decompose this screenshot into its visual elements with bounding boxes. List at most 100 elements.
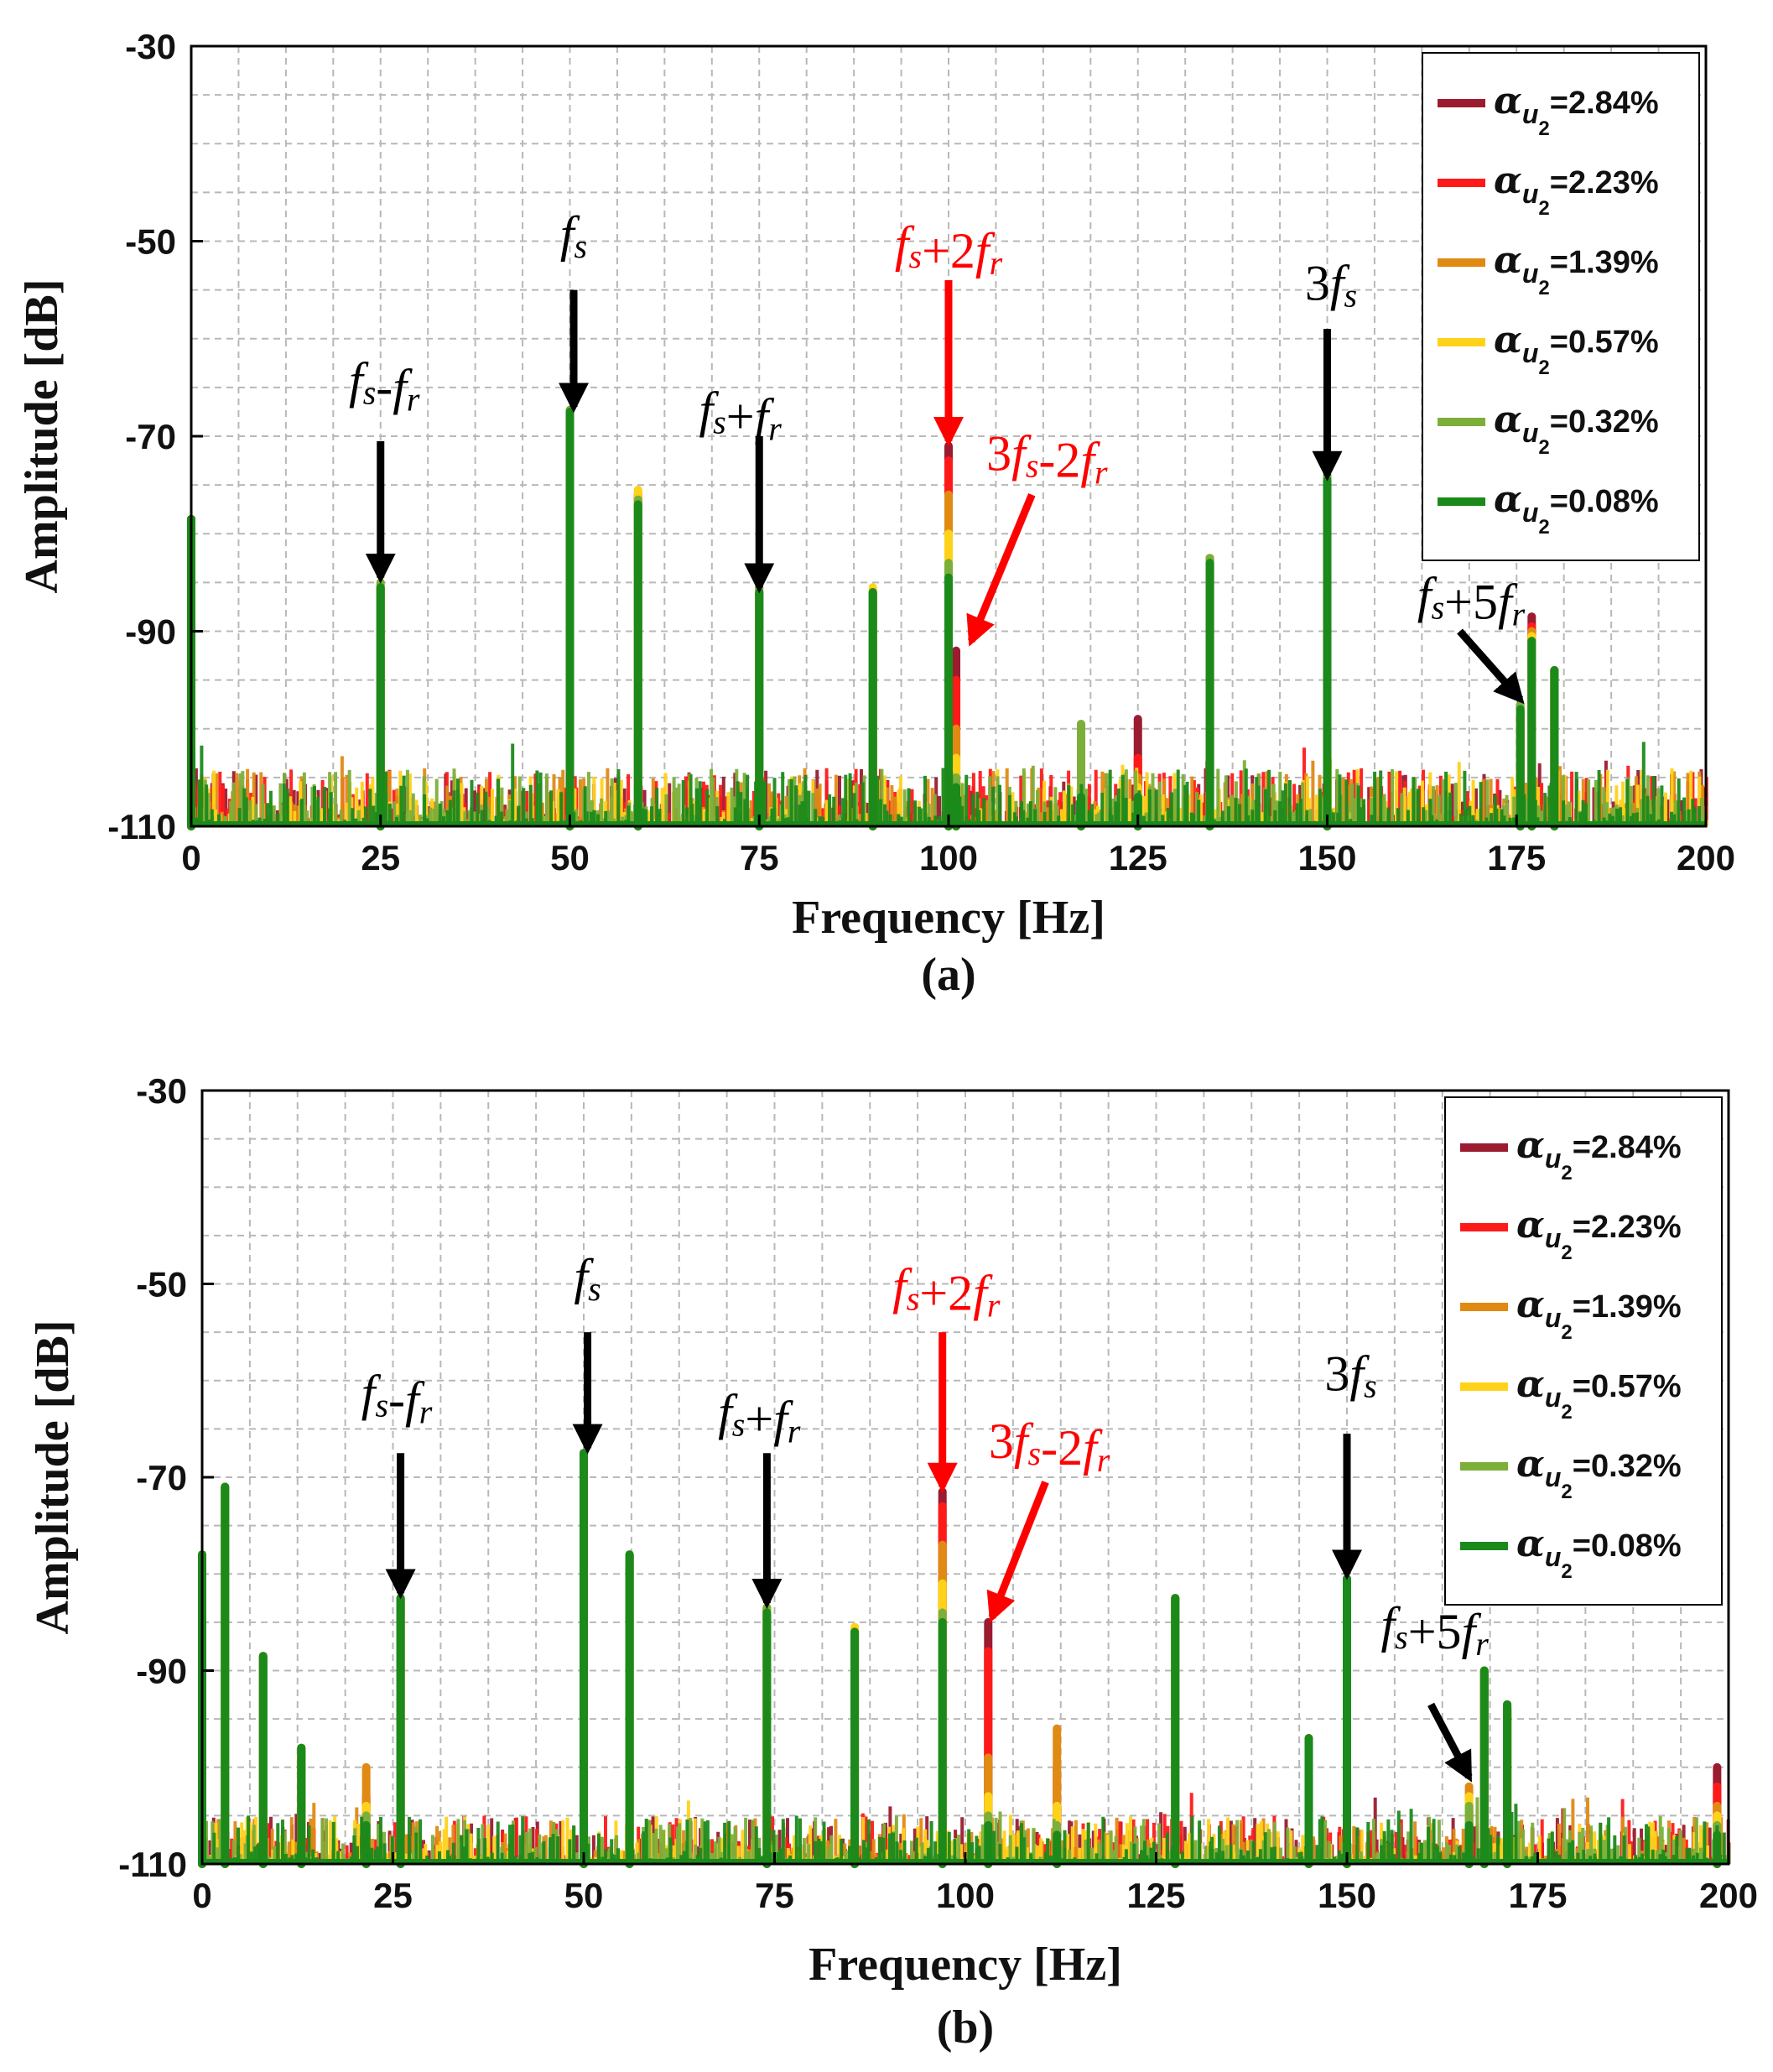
legend-label: αu2=0.08%	[1516, 1523, 1682, 1583]
annotation-label: fs-fr	[349, 353, 420, 419]
legend-value: =1.39%	[1550, 245, 1659, 280]
x-tick-label: 75	[740, 838, 779, 877]
annotation-subscript: r	[1475, 1625, 1489, 1663]
x-tick-label: 25	[361, 838, 400, 877]
legend-label: αu2=1.39%	[1516, 1283, 1682, 1344]
legend-alpha: α	[1516, 1523, 1545, 1565]
legend-subsub: 2	[1538, 436, 1549, 459]
legend-label: αu2=0.32%	[1516, 1443, 1682, 1503]
annotation: fs+fr	[718, 1384, 801, 1610]
annotation-text: 3	[1305, 255, 1330, 310]
annotation-subscript: s	[1364, 1367, 1377, 1404]
annotation-subscript: r	[1094, 454, 1108, 492]
annotation-text: +	[745, 1391, 773, 1446]
legend-alpha: α	[1494, 398, 1522, 441]
legend-label: αu2=0.08%	[1494, 478, 1659, 539]
spectrum-panel-a: 0 25 50 75 100 125 150 175 200 -30 -50 -70 -90 -110 Fr…	[16, 27, 1735, 1001]
legend-alpha: α	[1494, 239, 1522, 282]
annotation-subscript: s	[1026, 447, 1039, 485]
legend-entry: αu2=1.39%	[1460, 1283, 1682, 1344]
annotation: 3fs	[1305, 255, 1358, 482]
panel-caption: (b)	[937, 2002, 994, 2054]
legend-sub: u	[1545, 1462, 1562, 1492]
x-tick-label: 25	[373, 1876, 413, 1915]
annotation-arrow	[1427, 1702, 1473, 1783]
y-tick-label: -90	[136, 1652, 187, 1691]
annotation-subscript: s	[1028, 1434, 1042, 1472]
annotation-arrow	[1457, 628, 1525, 705]
annotation-subscript: r	[407, 381, 420, 419]
x-tick-label: 175	[1487, 838, 1546, 877]
legend-entry: αu2=2.23%	[1460, 1204, 1682, 1264]
legend-subsub: 2	[1561, 1321, 1572, 1344]
annotation-text: +	[726, 388, 755, 444]
annotation-subscript: s	[909, 237, 923, 275]
panel-caption: (a)	[921, 949, 975, 1001]
annotation: fs-fr	[349, 353, 420, 584]
legend-subsub: 2	[1561, 1242, 1572, 1264]
annotation-subscript: r	[1512, 595, 1526, 633]
legend-value: =1.39%	[1573, 1289, 1682, 1325]
legend-subsub: 2	[1538, 277, 1549, 299]
legend-entry: αu2=0.32%	[1460, 1443, 1682, 1503]
annotation: fs+5fr	[1380, 1597, 1489, 1783]
legend-entry: αu2=0.57%	[1438, 319, 1659, 379]
annotation-label: fs+5fr	[1417, 567, 1526, 633]
annotation-label: 3fs-2fr	[989, 1413, 1110, 1479]
legend-sub: u	[1522, 179, 1539, 209]
annotation-subscript: s	[363, 374, 377, 412]
legend: αu2=2.84%αu2=2.23%αu2=1.39%αu2=0.57%αu2=…	[1422, 52, 1700, 561]
y-tick-label: -30	[125, 27, 176, 66]
x-tick-label: 0	[192, 1876, 211, 1915]
annotation-arrow	[986, 1481, 1049, 1623]
annotation-label: fs	[560, 206, 587, 265]
annotation-subscript: s	[1395, 1618, 1408, 1656]
legend-value: =0.57%	[1550, 325, 1659, 360]
annotation-label: fs+fr	[718, 1384, 801, 1450]
legend-value: =0.32%	[1573, 1449, 1682, 1484]
x-tick-label: 175	[1508, 1876, 1567, 1915]
x-tick-label: 50	[564, 1876, 604, 1915]
legend-sub: u	[1522, 338, 1539, 368]
x-axis-label: Frequency [Hz]	[792, 892, 1105, 944]
annotation: fs+2fr	[892, 1259, 1001, 1493]
annotation-subscript: r	[990, 244, 1003, 282]
annotation-subscript: s	[575, 227, 588, 265]
annotation: 3fs-2fr	[986, 1413, 1110, 1623]
y-tick-label: -30	[136, 1071, 187, 1111]
legend-subsub: 2	[1538, 516, 1549, 539]
x-tick-label: 100	[936, 1876, 995, 1915]
legend-sub: u	[1545, 1382, 1562, 1413]
annotation-text: 3	[1324, 1346, 1349, 1401]
y-tick-label: -70	[136, 1458, 187, 1497]
annotation-subscript: s	[732, 1405, 746, 1443]
legend-sub: u	[1522, 497, 1539, 528]
annotation: fs-fr	[361, 1365, 433, 1600]
annotation-subscript: s	[1344, 276, 1358, 314]
annotation-label: fs+2fr	[895, 216, 1003, 282]
legend-alpha: α	[1516, 1443, 1545, 1486]
annotation-text: +5	[1408, 1604, 1462, 1659]
legend-sub: u	[1522, 258, 1539, 289]
annotation-subscript: r	[1097, 1441, 1110, 1479]
y-axis-label: Amplitude [dB]	[16, 279, 68, 594]
x-tick-label: 0	[181, 838, 200, 877]
legend-alpha: α	[1494, 159, 1522, 202]
annotation-text: 3	[986, 426, 1011, 482]
legend-entry: αu2=2.84%	[1438, 80, 1659, 140]
x-tick-label: 200	[1677, 838, 1735, 877]
legend-label: αu2=0.57%	[1516, 1363, 1682, 1424]
legend-entry: αu2=0.08%	[1438, 478, 1659, 539]
spectrum-panel-b: 0 25 50 75 100 125 150 175 200 -30 -50 -70 -90 -110 Fr…	[27, 1071, 1758, 2054]
legend-entry: αu2=0.32%	[1438, 398, 1659, 459]
legend-alpha: α	[1516, 1204, 1545, 1247]
legend-entry: αu2=0.57%	[1460, 1363, 1682, 1424]
legend-sub: u	[1545, 1223, 1562, 1253]
annotation-subscript: s	[713, 403, 726, 440]
annotation-subscript: s	[1432, 588, 1445, 626]
x-tick-label: 100	[919, 838, 978, 877]
annotation-label: fs-fr	[361, 1365, 433, 1430]
legend-value: =0.57%	[1573, 1369, 1682, 1404]
annotation: 3fs	[1324, 1346, 1377, 1580]
